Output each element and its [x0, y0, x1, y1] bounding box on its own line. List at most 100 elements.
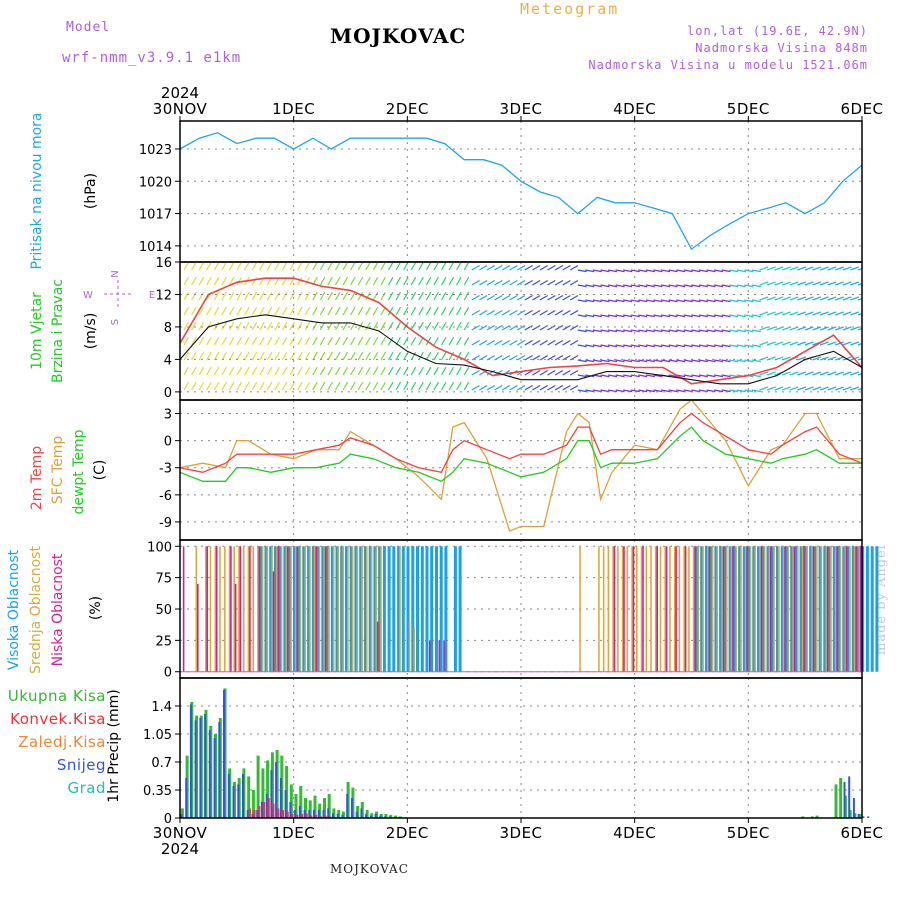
wind-barb [418, 381, 424, 391]
wind-barb [433, 351, 439, 361]
wind-barb [213, 262, 220, 271]
wind-barb [236, 291, 243, 301]
y-axis-label: SFC Temp [50, 436, 66, 505]
wind-barb [183, 366, 190, 376]
wind-barb [425, 381, 432, 391]
wind-barb [198, 306, 205, 316]
wind-barb [819, 356, 829, 361]
wind-barb [539, 309, 549, 316]
y-tick-label: 1017 [139, 208, 172, 223]
wind-barb [327, 306, 333, 316]
wind-barb [395, 291, 402, 301]
wind-barb [592, 359, 602, 363]
y-tick-label: 50 [155, 603, 172, 618]
wind-barb [623, 314, 633, 318]
y-axis-label: 10m Vjetar [29, 292, 45, 370]
wind-barb [524, 294, 533, 301]
wind-barb [410, 276, 417, 286]
wind-barb [751, 329, 761, 333]
wind-barb [206, 262, 212, 271]
wind-barb [721, 314, 731, 318]
wind-barb [228, 381, 235, 391]
wind-barb [365, 366, 371, 376]
bottom-tick-label: 1DEC [272, 824, 315, 842]
wind-barb [334, 381, 341, 391]
wind-barb [698, 344, 708, 348]
wind-barb [539, 369, 549, 376]
wind-barb [319, 351, 326, 361]
wind-barb [698, 284, 708, 288]
wind-barb [835, 341, 844, 346]
wind-barb [342, 291, 349, 301]
wind-barb [539, 279, 549, 286]
wind-barb [387, 262, 394, 271]
wind-barb [312, 381, 318, 391]
wind-barb [827, 281, 837, 286]
wind-barb [554, 294, 564, 301]
wind-barb [509, 264, 518, 271]
wind-barb [357, 291, 364, 301]
wind-barb [539, 324, 549, 331]
wind-barb [774, 326, 784, 331]
wind-barb [403, 381, 409, 391]
wind-barb [479, 339, 488, 346]
wind-barb [615, 359, 625, 363]
wind-barb [319, 306, 326, 316]
wind-barb [350, 291, 356, 301]
wind-barb [456, 276, 462, 286]
precip-legend-label: Zaledj.Kisa [18, 733, 106, 751]
wind-barb [479, 264, 488, 271]
wind-barb [676, 389, 686, 393]
wind-barb [221, 321, 227, 331]
wind-barb [638, 344, 648, 348]
wind-barb [395, 381, 402, 391]
wind-barb [714, 269, 724, 273]
wind-barb [698, 389, 708, 393]
wind-barb [721, 269, 731, 273]
wind-barb [479, 384, 488, 391]
wind-barb [623, 269, 633, 273]
wind-barb [183, 306, 190, 316]
wind-barb [638, 314, 648, 318]
wind-barb [312, 291, 318, 301]
wind-barb [600, 329, 610, 333]
wind-barb [842, 296, 852, 301]
wind-barb [357, 336, 364, 346]
wind-barb [683, 299, 693, 303]
wind-barb [251, 381, 258, 391]
wind-barb [774, 266, 784, 271]
wind-barb [804, 311, 814, 316]
wind-barb [691, 269, 701, 273]
wind-barb [842, 266, 852, 271]
wind-barb [486, 324, 496, 331]
wind-barb [327, 381, 333, 391]
wind-barb [683, 344, 693, 348]
wind-barb [365, 336, 371, 346]
wind-barb [539, 384, 549, 391]
wind-barb [501, 294, 511, 301]
wind-barbs [183, 262, 862, 393]
wind-barb [751, 284, 761, 288]
wind-barb [721, 329, 731, 333]
wind-barb [448, 306, 455, 316]
wind-barb [251, 366, 258, 376]
wind-barb [819, 386, 829, 391]
wind-barb [274, 336, 280, 346]
wind-barb [327, 336, 333, 346]
wind-barb [516, 339, 526, 346]
wind-barb [304, 291, 311, 301]
top-tick-label: 30NOV [153, 100, 208, 118]
wind-barb [835, 296, 844, 301]
wind-barb [607, 374, 618, 378]
wind-barb [562, 369, 571, 376]
wind-barb [274, 306, 280, 316]
wind-barb [766, 266, 776, 271]
y-axis-label: 2m Temp [29, 446, 45, 510]
wind-barb [850, 266, 860, 271]
wind-barb [759, 281, 769, 286]
wind-barb [585, 329, 595, 333]
wind-barb [804, 296, 814, 301]
wind-barb [585, 359, 595, 363]
wind-barb [827, 266, 837, 271]
wind-barb [744, 269, 754, 273]
